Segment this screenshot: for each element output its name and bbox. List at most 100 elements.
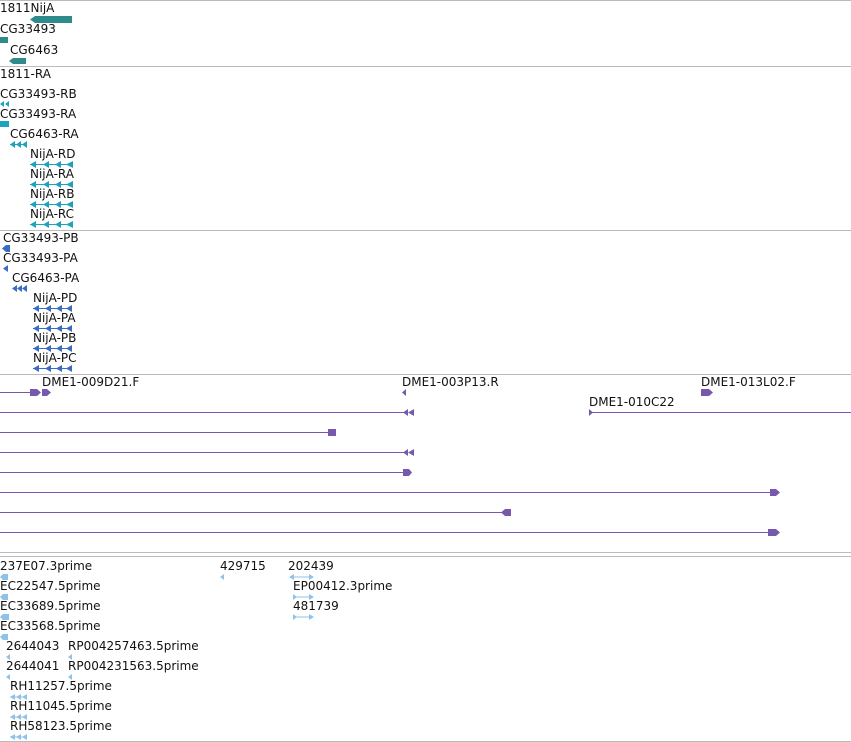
clone-label: DME1-013L02.F — [701, 375, 796, 389]
protein-feature[interactable]: CG33493-PB — [2, 231, 79, 252]
transcript-feature[interactable]: NijA-RD — [30, 147, 76, 168]
clone-read[interactable] — [0, 429, 336, 436]
est-feature[interactable]: RP004231563.5prime — [68, 659, 199, 680]
protein-label: NijA-PB — [33, 331, 76, 345]
transcript-feature[interactable]: CG33493-RA — [0, 107, 77, 127]
est-arrow — [293, 614, 297, 620]
est-label: 237E07.3prime — [0, 559, 92, 573]
protein-track: CG33493-PB CG33493-PA CG6463-PA NijA-PD … — [0, 230, 851, 372]
protein-domain — [56, 345, 62, 352]
clone-feature[interactable]: DME1-009D21.F — [0, 375, 139, 396]
clone-end-arrow — [42, 389, 51, 396]
est-feature[interactable]: EP00412.3prime — [293, 579, 392, 600]
est-label: 429715 — [220, 559, 266, 573]
clone-track: DME1-009D21.F DME1-003P13.R DME1-013L02.… — [0, 374, 851, 536]
est-label: EC22547.5prime — [0, 579, 101, 593]
clone-feature[interactable]: DME1-013L02.F — [701, 375, 796, 396]
transcript-exon — [30, 221, 36, 228]
transcript-label: CG33493-RA — [0, 107, 77, 121]
est-arrow — [289, 574, 294, 580]
transcript-feature[interactable]: 1811-RA — [0, 67, 52, 81]
clone-feature[interactable]: DME1-003P13.R — [402, 375, 499, 396]
est-arrow — [0, 594, 8, 600]
gene-feature[interactable]: CG33493 — [0, 22, 56, 43]
transcript-feature[interactable]: CG33493-RB — [0, 87, 77, 107]
est-arrow — [22, 694, 27, 700]
est-label: 481739 — [293, 599, 339, 613]
est-arrow — [68, 674, 72, 680]
est-feature[interactable]: 429715 — [220, 559, 266, 580]
clone-feature[interactable]: DME1-010C22 — [589, 395, 851, 416]
transcript-exon — [66, 221, 73, 228]
protein-domain — [66, 305, 72, 312]
transcript-feature[interactable]: NijA-RA — [30, 167, 75, 188]
est-feature[interactable]: RH11257.5prime — [10, 679, 112, 700]
est-track: 237E07.3prime 429715 202439 EC22547.5pri… — [0, 552, 851, 742]
protein-feature[interactable]: CG6463-PA — [12, 271, 80, 292]
protein-label: NijA-PC — [33, 351, 77, 365]
clone-end-arrow — [402, 389, 406, 396]
protein-domain — [3, 265, 8, 272]
transcript-exon — [30, 201, 36, 208]
est-arrow — [309, 594, 314, 600]
transcript-track: 1811-RA CG33493-RB CG33493-RA CG6463-RA … — [0, 66, 851, 228]
est-feature[interactable]: 237E07.3prime — [0, 559, 92, 580]
gene-label: 1811NijA — [0, 1, 55, 15]
protein-domain — [33, 345, 39, 352]
est-label: EC33568.5prime — [0, 619, 101, 633]
transcript-label: NijA-RD — [30, 147, 76, 161]
est-label: 2644043 — [6, 639, 59, 653]
gene-feature[interactable]: 1811NijA — [0, 1, 72, 23]
protein-domain — [45, 345, 51, 352]
transcript-exon — [55, 161, 61, 168]
protein-domain — [45, 365, 51, 372]
clone-read[interactable] — [0, 409, 414, 416]
est-feature[interactable]: RH11045.5prime — [10, 699, 112, 720]
transcript-exon — [55, 181, 61, 188]
protein-feature[interactable]: NijA-PC — [33, 351, 77, 372]
est-feature[interactable]: 2644043 — [6, 639, 59, 660]
transcript-exon — [5, 101, 9, 107]
est-arrow — [16, 734, 21, 740]
est-arrow — [10, 694, 15, 700]
est-arrow — [10, 714, 15, 720]
transcript-exon — [0, 101, 4, 107]
transcript-exon — [0, 121, 9, 127]
protein-feature[interactable]: NijA-PA — [33, 311, 76, 332]
est-feature[interactable]: RH58123.5prime — [10, 719, 112, 740]
protein-feature[interactable]: NijA-PD — [33, 291, 77, 312]
est-feature[interactable]: 481739 — [293, 599, 339, 620]
transcript-feature[interactable]: CG6463-RA — [10, 127, 79, 148]
clone-read[interactable] — [0, 469, 412, 476]
est-feature[interactable]: EC33689.5prime — [0, 599, 101, 620]
clone-read[interactable] — [0, 489, 780, 496]
protein-domain — [56, 365, 62, 372]
clone-read[interactable] — [0, 529, 780, 536]
clone-end-arrow — [30, 389, 41, 396]
transcript-label: CG6463-RA — [10, 127, 79, 141]
transcript-feature[interactable]: NijA-RC — [30, 207, 74, 228]
est-feature[interactable]: EC22547.5prime — [0, 579, 101, 600]
est-feature[interactable]: EC33568.5prime — [0, 619, 101, 640]
protein-domain — [45, 325, 51, 332]
est-feature[interactable]: 2644041 — [6, 659, 59, 680]
transcript-exon — [66, 201, 73, 208]
transcript-exon — [30, 181, 36, 188]
est-label: RH58123.5prime — [10, 719, 112, 733]
est-feature[interactable]: RP004257463.5prime — [68, 639, 199, 660]
protein-feature[interactable]: NijA-PB — [33, 331, 76, 352]
est-label: RH11045.5prime — [10, 699, 112, 713]
transcript-label: 1811-RA — [0, 67, 52, 81]
clone-read[interactable] — [0, 509, 511, 516]
transcript-exon — [55, 201, 61, 208]
gene-track: 1811NijA CG33493 CG6463 — [0, 0, 851, 64]
est-feature[interactable]: 202439 — [288, 559, 334, 580]
clone-end-block — [328, 429, 336, 436]
gene-feature[interactable]: CG6463 — [9, 43, 58, 64]
protein-domain — [56, 325, 62, 332]
protein-feature[interactable]: CG33493-PA — [3, 251, 79, 272]
est-arrow — [309, 574, 314, 580]
clone-read[interactable] — [0, 449, 414, 456]
transcript-feature[interactable]: NijA-RB — [30, 187, 75, 208]
transcript-exon — [43, 201, 49, 208]
